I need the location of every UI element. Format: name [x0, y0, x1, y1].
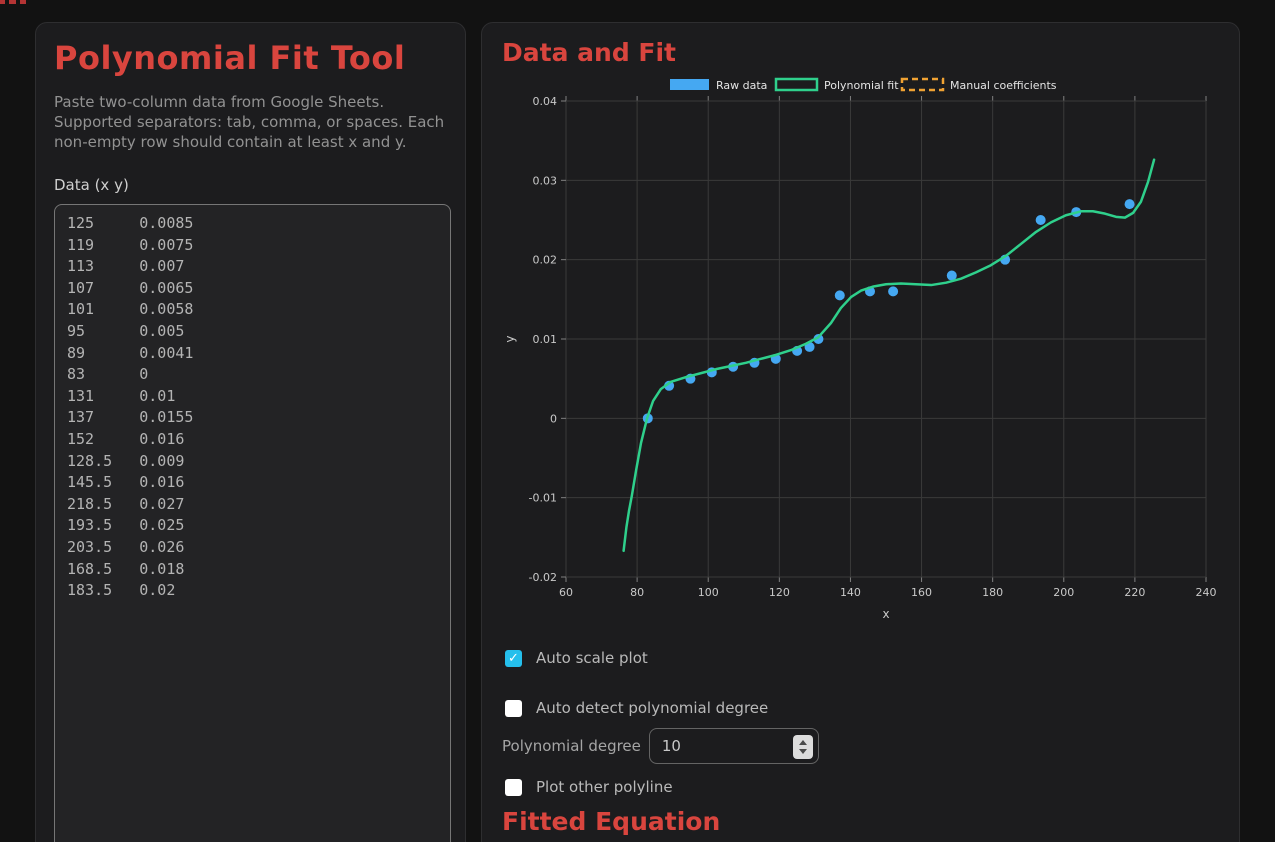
auto-scale-row: ✓ Auto scale plot	[505, 649, 1220, 667]
app-title: Polynomial Fit Tool	[54, 39, 406, 77]
instructions-text: Paste two-column data from Google Sheets…	[54, 93, 445, 151]
svg-text:x: x	[882, 607, 889, 621]
degree-label: Polynomial degree	[502, 737, 641, 755]
svg-text:160: 160	[911, 586, 932, 599]
clipped-text-fragment	[0, 0, 5, 4]
svg-text:0.03: 0.03	[533, 174, 558, 187]
svg-text:Polynomial fit: Polynomial fit	[824, 79, 899, 92]
checkmark-icon: ✓	[508, 650, 519, 666]
other-polyline-row: ✓ Plot other polyline	[505, 778, 1220, 796]
decrement-icon[interactable]	[798, 749, 807, 754]
svg-text:0.02: 0.02	[533, 254, 558, 267]
auto-detect-row: ✓ Auto detect polynomial degree	[505, 699, 1220, 717]
svg-text:-0.01: -0.01	[529, 492, 557, 505]
svg-text:80: 80	[630, 586, 644, 599]
svg-text:100: 100	[698, 586, 719, 599]
svg-text:-0.02: -0.02	[529, 571, 557, 584]
input-panel: Polynomial Fit Tool Paste two-column dat…	[35, 22, 466, 842]
degree-value: 10	[661, 737, 681, 755]
spinner-buttons[interactable]	[792, 735, 813, 759]
svg-text:y: y	[503, 335, 517, 342]
svg-text:240: 240	[1196, 586, 1217, 599]
svg-text:140: 140	[840, 586, 861, 599]
svg-text:60: 60	[559, 586, 573, 599]
auto-detect-checkbox[interactable]: ✓	[505, 699, 522, 717]
increment-icon[interactable]	[798, 740, 807, 745]
auto-scale-checkbox[interactable]: ✓	[505, 649, 522, 667]
data-label: Data (x y)	[54, 176, 129, 194]
auto-detect-label: Auto detect polynomial degree	[536, 699, 769, 717]
fit-chart: 60 80 100 120 140 160 180 200 220 240 0.04 0.03 0.02…	[503, 77, 1217, 621]
svg-text:0.04: 0.04	[533, 95, 558, 108]
clipped-text-fragment	[20, 0, 26, 4]
svg-text:0.01: 0.01	[533, 333, 558, 346]
chart-title: Data and Fit	[502, 38, 677, 67]
auto-scale-label: Auto scale plot	[536, 649, 648, 667]
clipped-text-fragment	[9, 0, 16, 4]
svg-text:Raw data: Raw data	[716, 79, 767, 92]
other-polyline-checkbox[interactable]: ✓	[505, 778, 522, 796]
equation-title: Fitted Equation	[502, 807, 721, 836]
data-input[interactable]: 125 0.0085 119 0.0075 113 0.007 107 0.00…	[54, 204, 451, 842]
other-polyline-label: Plot other polyline	[536, 778, 673, 796]
svg-text:Manual coefficients: Manual coefficients	[950, 79, 1057, 92]
svg-text:120: 120	[769, 586, 790, 599]
plot-panel: Data and Fit 60 80 100 120 140 160 180 200 220 24…	[481, 22, 1240, 842]
svg-text:200: 200	[1053, 586, 1074, 599]
degree-row: Polynomial degree 10	[502, 728, 1220, 764]
svg-text:0: 0	[550, 412, 557, 425]
degree-input[interactable]: 10	[648, 728, 819, 764]
svg-text:220: 220	[1124, 586, 1145, 599]
svg-text:180: 180	[982, 586, 1003, 599]
